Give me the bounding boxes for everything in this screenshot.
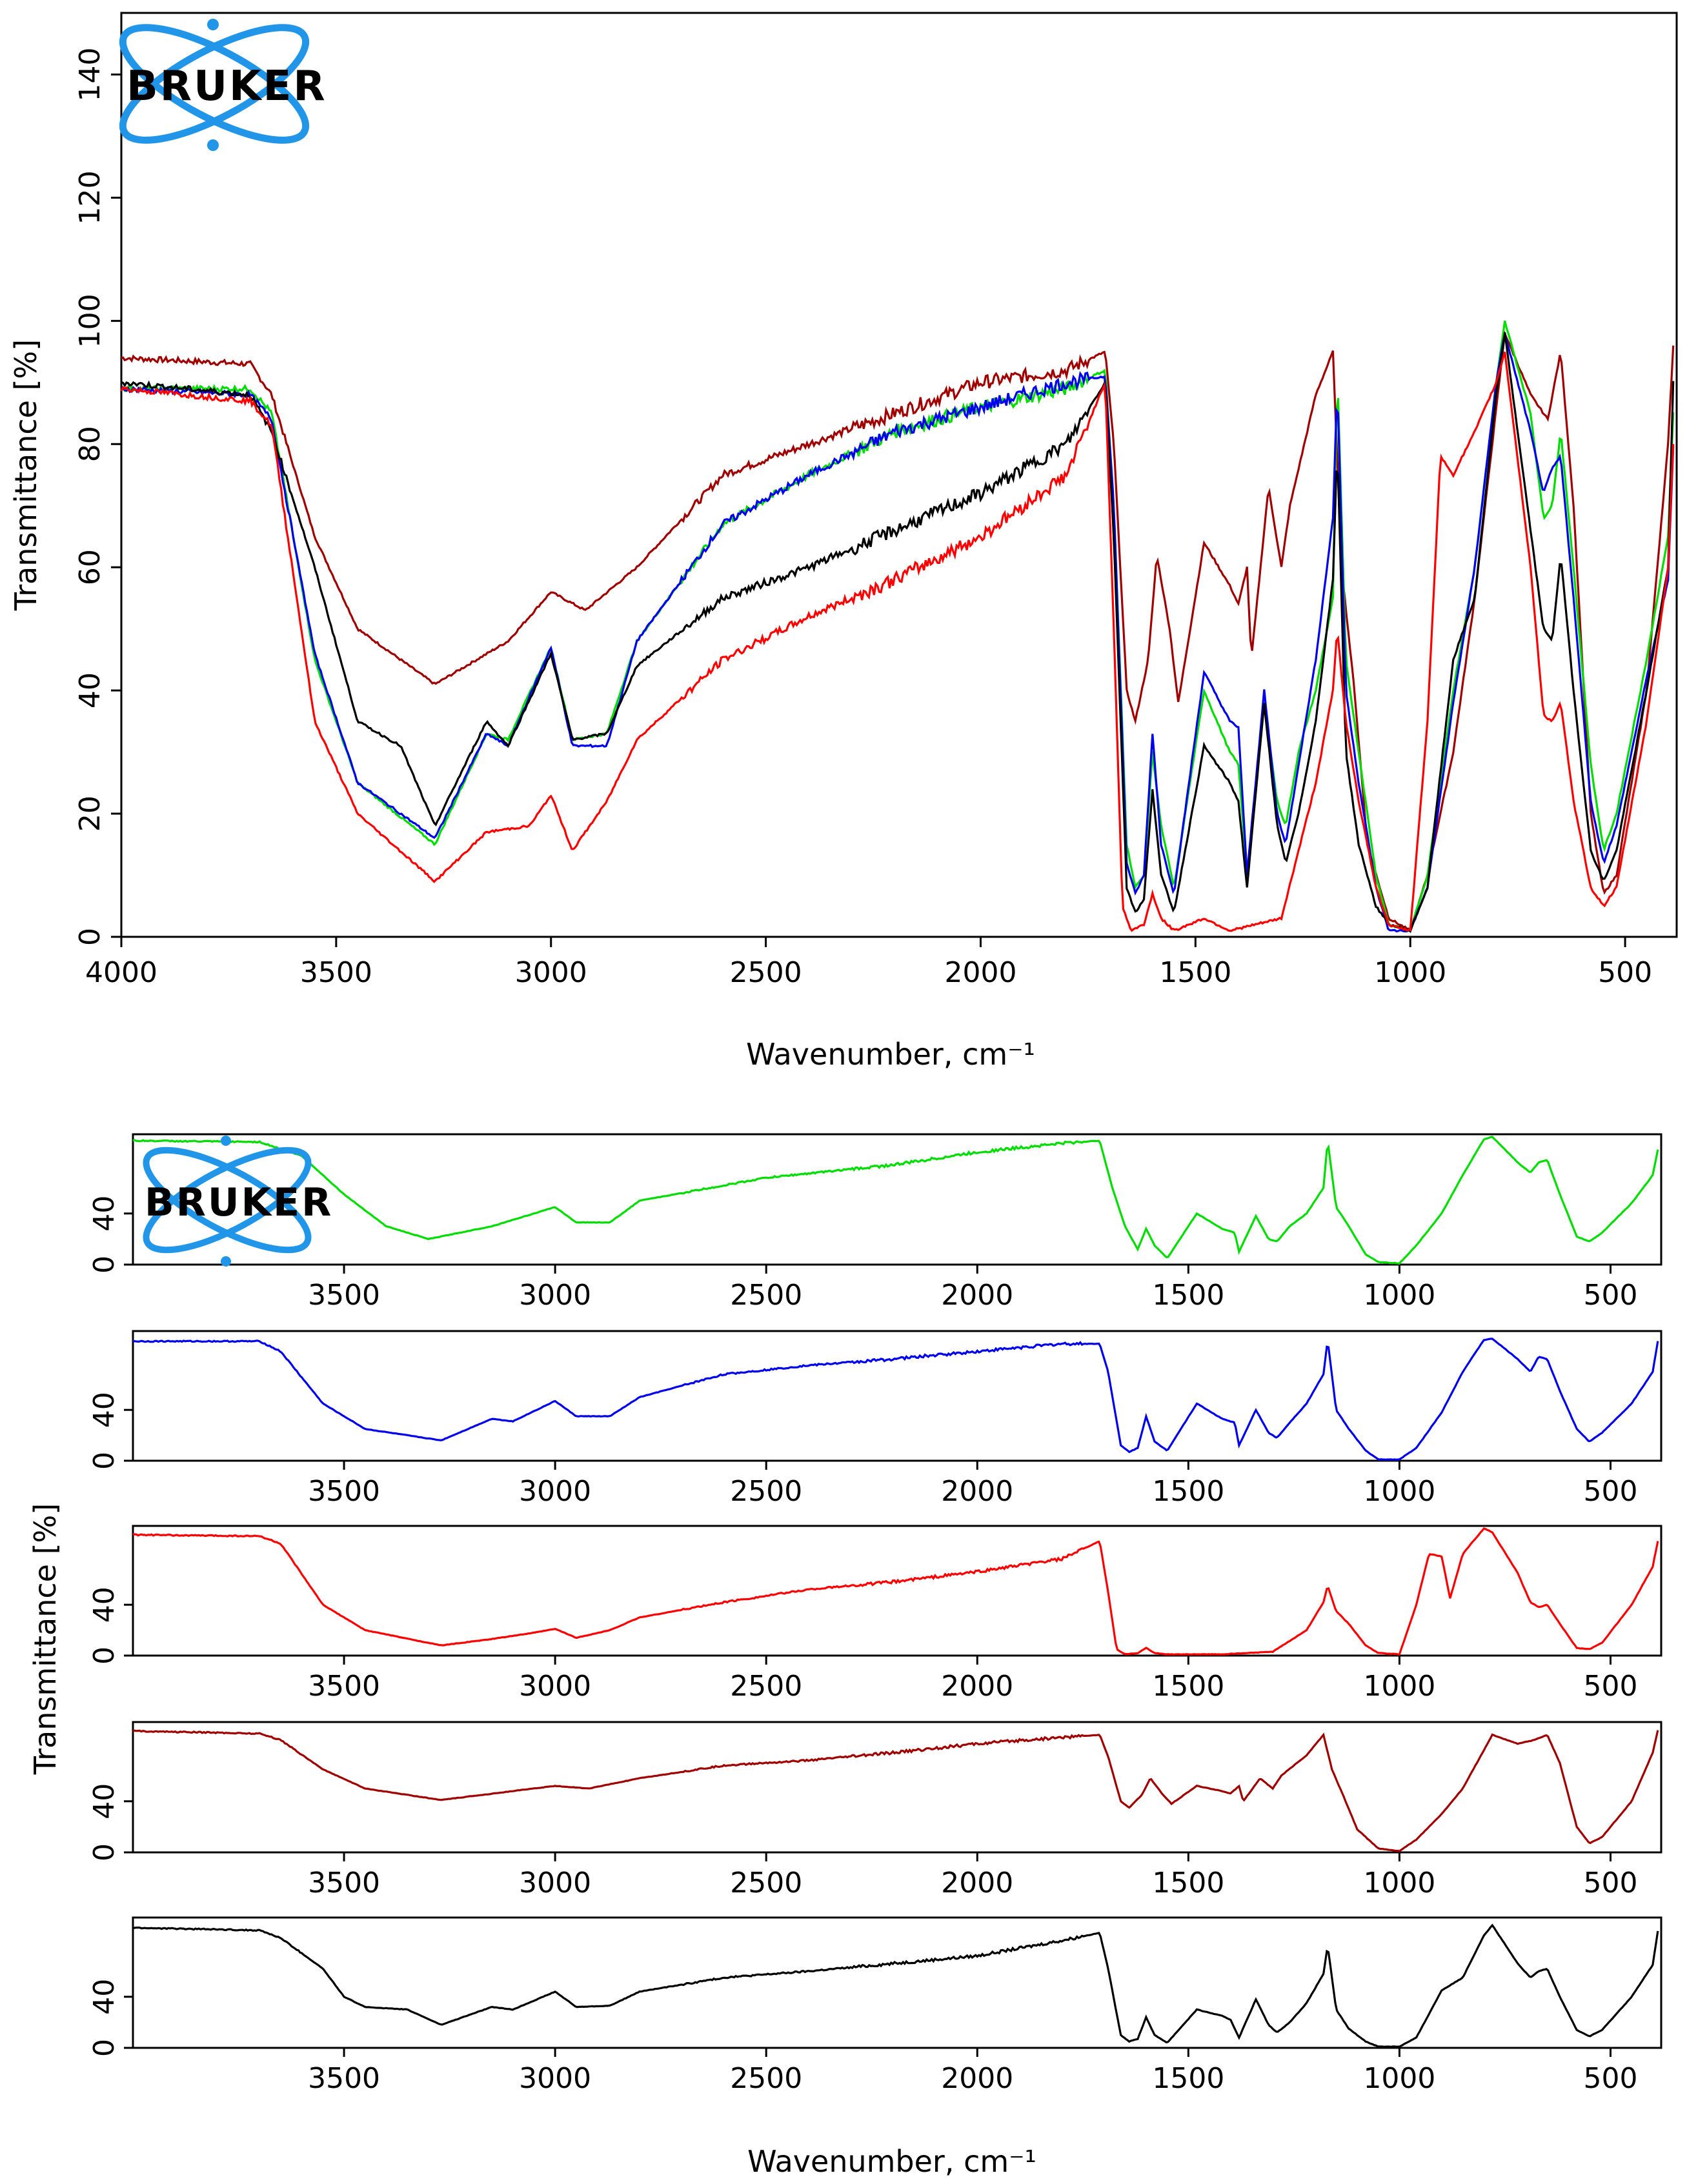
stacked-spectra: 3500 3000 2500 2000 1500 1000 500 0 40 3500 3000 25…	[28, 1133, 1662, 2179]
y-tick-label: 140	[74, 47, 106, 101]
x-tick-label: 1500	[1152, 1475, 1224, 1508]
y-tick-label: 40	[88, 1196, 121, 1232]
panel-line-black	[132, 1923, 1659, 2048]
x-tick-label: 3000	[519, 2062, 591, 2095]
y-axis-title: Transmittance [%]	[8, 339, 43, 611]
y-tick-label: 0	[88, 1647, 121, 1665]
y-tick-label: 0	[88, 1256, 121, 1274]
panel-line-blue	[132, 1337, 1659, 1461]
panel-group: 3500 3000 2500 2000 1500 1000 500 0 40 3500 3000 25…	[88, 1133, 1662, 2095]
series-line-black	[121, 332, 1675, 934]
x-tick-label: 500	[1584, 2062, 1638, 2095]
x-tick-label: 2000	[941, 1867, 1013, 1899]
panel-blue: 3500 3000 2500 2000 1500 1000 500 0 40	[88, 1330, 1662, 1508]
x-tick-label: 2500	[730, 1867, 802, 1899]
x-tick-label: 1000	[1374, 956, 1446, 989]
stack-y-axis-title: Transmittance [%]	[28, 1503, 63, 1775]
x-axis-title: Wavenumber, cm⁻¹	[746, 1037, 1035, 1072]
panel-line-red	[132, 1527, 1659, 1656]
panel-darkred: 3500 3000 2500 2000 1500 1000 500 0 40	[88, 1721, 1662, 1899]
atom-orbit-icon-small	[143, 1136, 312, 1267]
y-tick-label: 0	[88, 1452, 121, 1470]
panel-frame	[132, 1133, 1662, 1266]
y-tick-label: 0	[88, 2039, 121, 2057]
x-tick-label: 1500	[1152, 1867, 1224, 1899]
y-tick-label: 40	[88, 1587, 121, 1623]
x-tick-label: 3500	[308, 1670, 380, 1703]
x-axis-ticks: 4000 3500 3000 2500 2000 1500 1000 500	[85, 937, 1652, 989]
x-tick-label: 3000	[519, 1867, 591, 1899]
y-tick-label: 0	[74, 928, 106, 946]
x-tick-label: 2000	[941, 2062, 1013, 2095]
x-tick-label: 1000	[1363, 1670, 1435, 1703]
y-tick-label: 20	[74, 796, 106, 832]
x-tick-label: 2500	[730, 2062, 802, 2095]
x-tick-label: 1000	[1363, 1279, 1435, 1312]
panel-frame	[132, 1330, 1662, 1462]
y-tick-label: 120	[74, 170, 106, 225]
y-tick-label: 40	[74, 672, 106, 708]
x-tick-label: 3500	[308, 2062, 380, 2095]
x-tick-label: 1500	[1152, 2062, 1224, 2095]
x-tick-label: 1000	[1363, 1475, 1435, 1508]
x-tick-label: 2000	[941, 1279, 1013, 1312]
x-tick-label: 1500	[1152, 1670, 1224, 1703]
x-tick-label: 2000	[944, 956, 1016, 989]
overlay-chart: 4000 3500 3000 2500 2000 1500 1000 500 0 20 40 60 8…	[8, 12, 1678, 1072]
x-tick-label: 2000	[941, 1475, 1013, 1508]
x-tick-label: 3000	[519, 1475, 591, 1508]
panel-line-darkred	[132, 1729, 1659, 1852]
x-tick-label: 500	[1584, 1867, 1638, 1899]
y-tick-label: 80	[74, 426, 106, 462]
x-tick-label: 3500	[308, 1475, 380, 1508]
bruker-logo: BRUKER	[119, 19, 327, 151]
y-tick-label: 100	[74, 294, 106, 348]
panel-frame	[132, 1525, 1662, 1657]
logo-wordmark: BRUKER	[126, 63, 327, 110]
y-tick-label: 0	[88, 1843, 121, 1861]
series-line-red	[120, 352, 1675, 932]
x-tick-label: 1500	[1152, 1279, 1224, 1312]
x-tick-label: 2500	[730, 1475, 802, 1508]
x-tick-label: 3500	[308, 1867, 380, 1899]
y-axis-ticks: 0 20 40 60 80 100 120 140	[74, 47, 121, 946]
x-tick-label: 3000	[519, 1279, 591, 1312]
x-tick-label: 3000	[519, 1670, 591, 1703]
y-tick-label: 40	[88, 1392, 121, 1428]
bruker-logo-small: BRUKER	[143, 1136, 333, 1267]
x-tick-label: 2000	[941, 1670, 1013, 1703]
series-group	[120, 320, 1675, 934]
x-tick-label: 500	[1584, 1475, 1638, 1508]
plot-frame	[120, 12, 1678, 938]
y-tick-label: 40	[88, 1979, 121, 2015]
panel-frame	[132, 1721, 1662, 1854]
x-tick-label: 2500	[730, 1279, 802, 1312]
panel-red: 3500 3000 2500 2000 1500 1000 500 0 40	[88, 1525, 1662, 1703]
x-tick-label: 1500	[1159, 956, 1231, 989]
x-tick-label: 2500	[730, 956, 802, 989]
x-tick-label: 2500	[730, 1670, 802, 1703]
x-tick-label: 3000	[515, 956, 587, 989]
logo-wordmark-small: BRUKER	[145, 1180, 333, 1225]
panel-black: 3500 3000 2500 2000 1500 1000 500 0 40	[88, 1916, 1662, 2095]
x-tick-label: 4000	[85, 956, 157, 989]
x-tick-label: 1000	[1363, 1867, 1435, 1899]
x-tick-label: 500	[1584, 1670, 1638, 1703]
x-tick-label: 500	[1584, 1279, 1638, 1312]
y-tick-label: 40	[88, 1783, 121, 1819]
x-tick-label: 3500	[308, 1279, 380, 1312]
stack-x-axis-title: Wavenumber, cm⁻¹	[747, 2144, 1036, 2179]
y-tick-label: 60	[74, 549, 106, 585]
x-tick-label: 500	[1598, 956, 1652, 989]
panel-frame	[132, 1916, 1662, 2049]
x-tick-label: 3500	[300, 956, 372, 989]
x-tick-label: 1000	[1363, 2062, 1435, 2095]
atom-orbit-icon	[119, 19, 310, 151]
panel-green: 3500 3000 2500 2000 1500 1000 500 0 40	[88, 1133, 1662, 1312]
panel-line-green	[132, 1136, 1659, 1265]
